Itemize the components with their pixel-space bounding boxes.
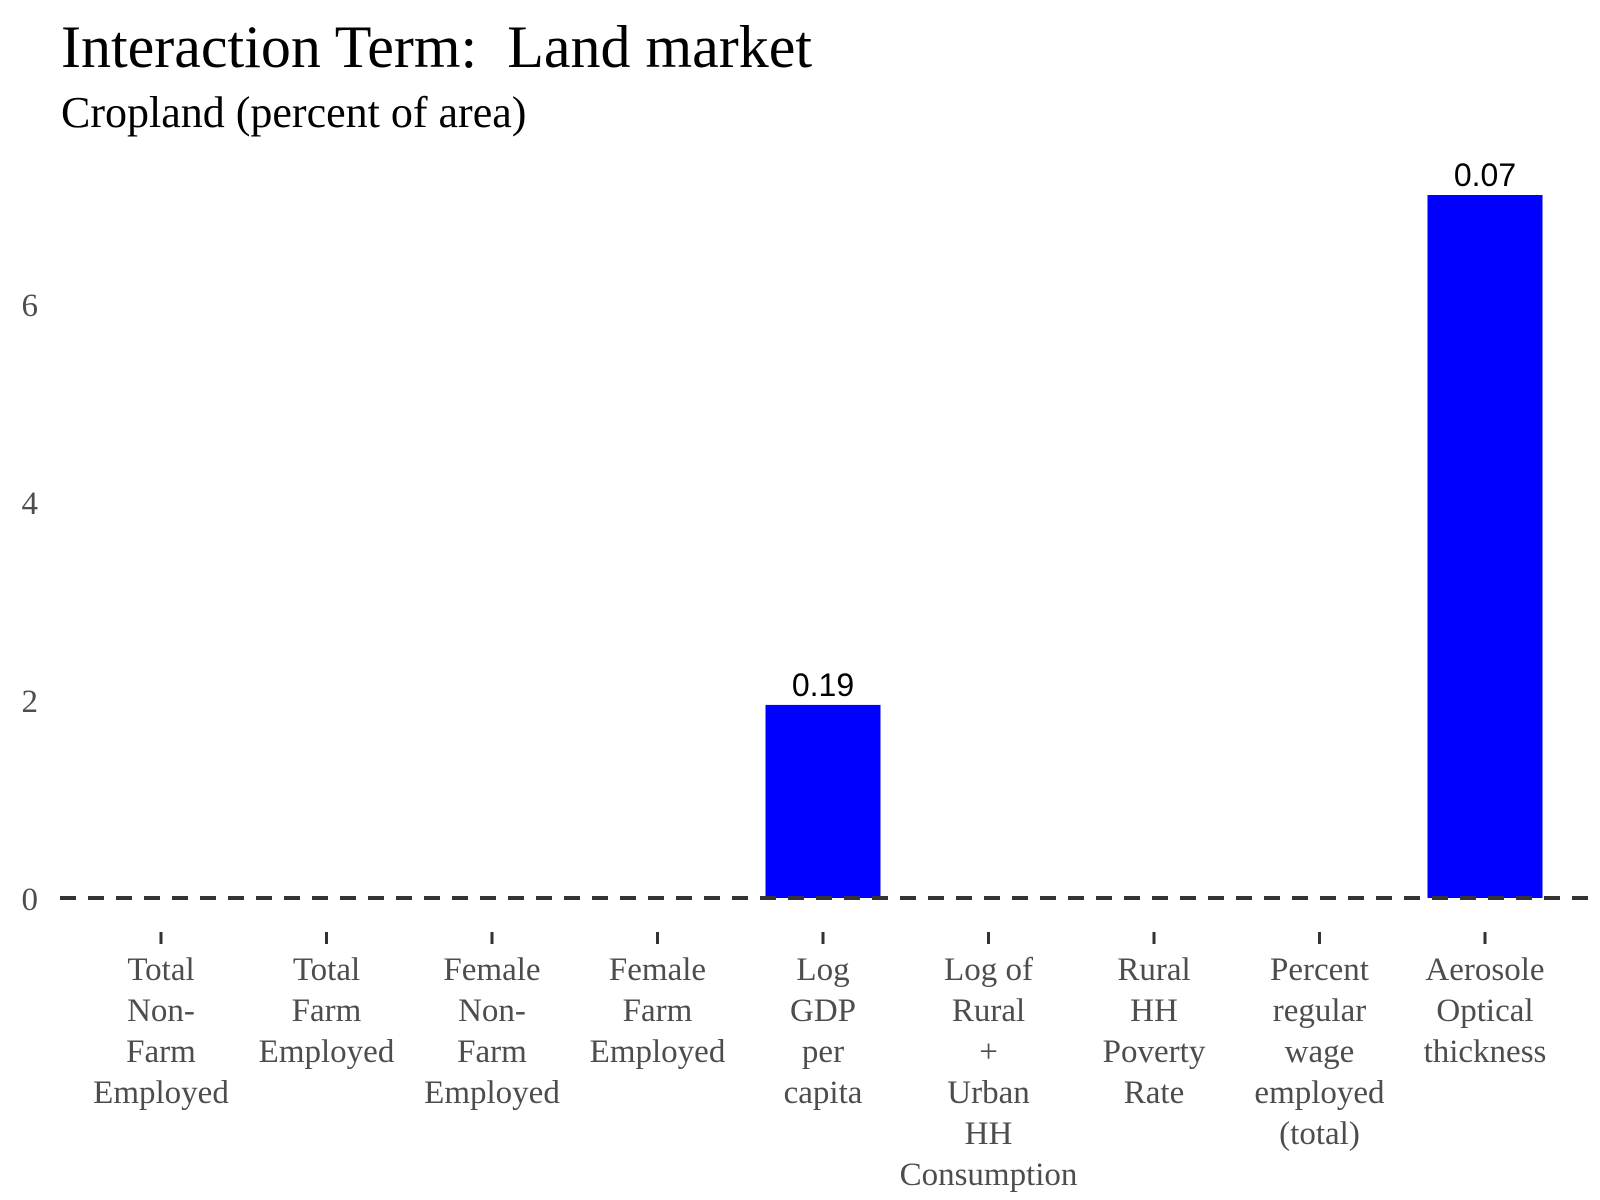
- bar-data-label: 0.19: [792, 667, 854, 703]
- y-axis: 0 2 4 6: [22, 288, 39, 918]
- x-tick-label: Aerosole Optical thickness: [1424, 952, 1547, 1070]
- x-tick-label: Log GDP per capita: [784, 952, 863, 1111]
- chart-title: Interaction Term: Land market: [61, 14, 813, 80]
- x-tick-label: Log of Rural + Urban HH Consumption: [900, 952, 1078, 1193]
- chart-subtitle: Cropland (percent of area): [61, 88, 527, 137]
- data-labels-layer: 0.19 0.07: [792, 157, 1516, 703]
- bar: [1427, 195, 1543, 898]
- bar: [765, 704, 881, 898]
- x-tick-label: Rural HH Poverty Rate: [1103, 952, 1206, 1111]
- bar-data-label: 0.07: [1454, 157, 1516, 193]
- y-tick-label: 0: [22, 882, 39, 918]
- y-tick-label: 2: [22, 684, 39, 720]
- x-tick-label: Percent regular wage employed (total): [1254, 952, 1385, 1152]
- bars-layer: [765, 195, 1543, 898]
- x-tick-label: Total Non-Farm Employed: [93, 952, 229, 1111]
- x-tick-label: Total Farm Employed: [259, 952, 395, 1070]
- x-tick-label: Female Farm Employed: [590, 952, 726, 1070]
- y-tick-label: 6: [22, 288, 39, 324]
- y-tick-label: 4: [22, 486, 39, 522]
- x-tick-label: Female Non-Farm Employed: [424, 952, 560, 1111]
